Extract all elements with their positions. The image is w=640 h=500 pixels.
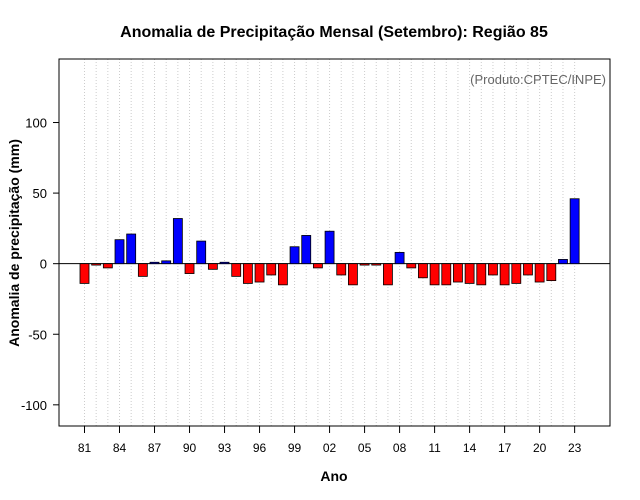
bar-2015 [476, 263, 487, 286]
y-tick-label: -100 [21, 398, 47, 413]
bars [79, 198, 580, 286]
bar-1997 [266, 263, 277, 276]
bar-1998 [277, 263, 288, 286]
bar-1985 [126, 233, 137, 265]
product-credit: (Produto:CPTEC/INPE) [470, 72, 606, 87]
grid-lines [84, 59, 576, 426]
bar-2004 [348, 263, 358, 286]
bar-2018 [511, 263, 522, 284]
x-tick-label: 87 [148, 441, 162, 455]
bar-2001 [312, 263, 323, 269]
bar-2000 [301, 235, 312, 265]
bar-2020 [534, 263, 545, 283]
y-tick-label: -50 [28, 327, 47, 342]
bar-2017 [499, 263, 510, 286]
bar-2012 [441, 263, 452, 286]
x-tick-label: 90 [183, 441, 197, 455]
x-tick-label: 84 [113, 441, 127, 455]
bar-2003 [336, 263, 347, 276]
bar-1982 [91, 263, 102, 266]
bar-1988 [161, 260, 172, 265]
bar-1994 [231, 263, 242, 277]
bar-1986 [137, 263, 148, 277]
x-tick-label: 93 [218, 441, 232, 455]
bar-1991 [196, 240, 207, 265]
x-tick-label: 11 [428, 441, 441, 455]
y-tick-label: 50 [33, 186, 47, 201]
bar-1999 [289, 246, 300, 265]
bar-2006 [371, 263, 382, 266]
bar-1990 [184, 263, 195, 274]
bar-2014 [464, 263, 475, 284]
y-axis-label: Anomalia de precipitação (mm) [6, 139, 22, 347]
bar-2009 [406, 263, 417, 269]
bar-1983 [102, 263, 113, 269]
bar-2010 [418, 263, 428, 279]
bar-2016 [488, 263, 498, 276]
x-tick-label: 96 [253, 441, 267, 455]
bar-2021 [546, 263, 557, 282]
y-tick-label: 0 [40, 257, 47, 272]
bar-2011 [429, 263, 440, 286]
bar-1993 [219, 261, 230, 265]
x-tick-label: 05 [358, 441, 372, 455]
x-tick-label: 20 [533, 441, 547, 455]
bar-2002 [324, 230, 335, 265]
bar-1995 [242, 263, 253, 284]
y-tick-label: 100 [25, 116, 47, 131]
x-tick-label: 14 [463, 441, 477, 455]
x-tick-label: 08 [393, 441, 407, 455]
x-tick-label: 17 [498, 441, 512, 455]
x-axis-label: Ano [320, 468, 347, 484]
bar-1984 [114, 239, 125, 265]
bar-1981 [79, 263, 90, 284]
bar-1987 [149, 261, 160, 265]
x-tick-label: 02 [323, 441, 337, 455]
bar-1989 [172, 218, 183, 265]
bar-2005 [359, 263, 370, 266]
y-axis: -100 -50 0 50 100 [21, 116, 59, 413]
bar-2007 [383, 263, 393, 286]
x-tick-label: 99 [288, 441, 302, 455]
bar-1996 [254, 263, 265, 283]
plot-frame [58, 58, 611, 427]
bar-2022 [558, 259, 568, 265]
bar-2019 [523, 263, 533, 276]
bar-2013 [453, 263, 463, 283]
x-tick-label: 81 [78, 441, 92, 455]
bar-2023 [569, 198, 580, 265]
chart-title: Anomalia de Precipitação Mensal (Setembr… [120, 24, 548, 41]
bar-2008 [394, 251, 405, 265]
x-tick-label: 23 [568, 441, 582, 455]
bar-1992 [207, 263, 218, 270]
x-axis: 81 84 87 90 93 96 99 02 05 08 11 14 17 20 23 [78, 426, 582, 455]
